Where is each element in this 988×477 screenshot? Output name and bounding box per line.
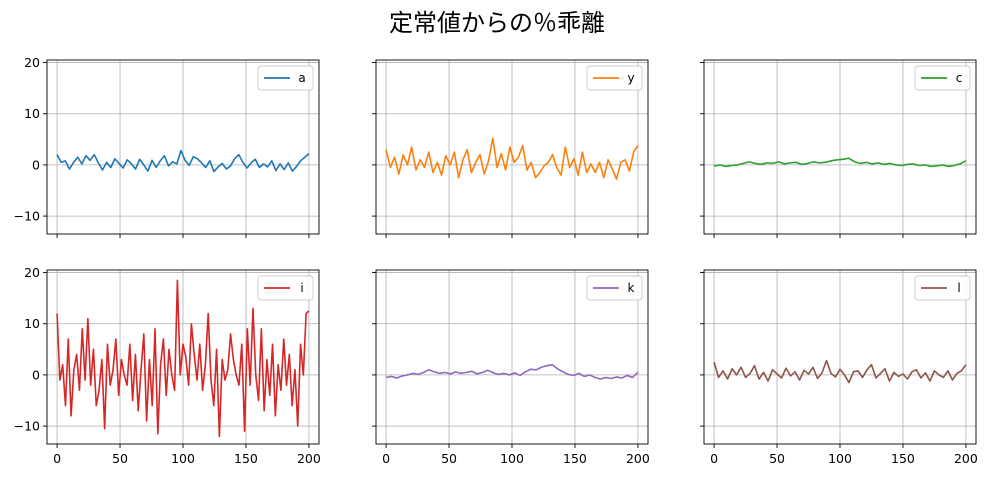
x-tick-label: 50: [769, 451, 785, 466]
series-line-y: [385, 137, 639, 181]
y-tick-label: −10: [14, 419, 40, 434]
y-tick-label: −10: [14, 209, 40, 224]
x-tick-label: 0: [382, 451, 390, 466]
subplot-k: 0 50 100 150 200 k: [372, 269, 650, 466]
legend-label: l: [957, 281, 960, 295]
subplot-i: 0 50 100 150 200 −10 0 10 20 i: [14, 265, 321, 466]
y-tick-label: 0: [32, 367, 40, 382]
subplot-c: c: [700, 59, 977, 238]
series-line-i: [56, 279, 310, 438]
legend-label: c: [956, 71, 963, 85]
x-tick-label: 150: [234, 451, 258, 466]
x-tick-label: 50: [112, 451, 128, 466]
legend-label: a: [298, 71, 305, 85]
x-tick-label: 100: [500, 451, 524, 466]
legend: k: [586, 275, 643, 301]
x-tick-label: 150: [891, 451, 915, 466]
series-line-c: [713, 157, 967, 168]
y-tick-label: 20: [24, 55, 40, 70]
x-tick-label: 100: [828, 451, 852, 466]
y-tick-label: 10: [24, 316, 40, 331]
figure-title: 定常値からの％乖離: [389, 9, 605, 37]
y-tick-label: 0: [32, 157, 40, 172]
y-tick-label: 10: [24, 106, 40, 121]
x-tick-label: 150: [563, 451, 587, 466]
x-tick-label: 0: [710, 451, 718, 466]
legend: c: [914, 65, 971, 91]
x-tick-label: 200: [954, 451, 978, 466]
subplot-y: y: [372, 59, 649, 238]
x-tick-label: 0: [53, 451, 61, 466]
subplot-l: 0 50 100 150 200 l: [700, 269, 978, 466]
subplot-a: −10 0 10 20 a: [14, 55, 320, 238]
x-tick-label: 50: [441, 451, 457, 466]
series-line-l: [713, 359, 967, 384]
x-tick-label: 100: [171, 451, 195, 466]
legend: i: [257, 275, 314, 301]
legend-label: y: [627, 71, 634, 85]
legend-label: i: [300, 281, 303, 295]
series-line-a: [56, 149, 310, 173]
legend: y: [586, 65, 643, 91]
series-line-k: [385, 363, 639, 380]
subplot-grid: −10 0 10 20 a y c 0 50 100 150 200 −10 0 10 20 i 0 50 100 15…: [14, 55, 978, 466]
x-tick-label: 200: [297, 451, 321, 466]
legend: l: [914, 275, 971, 301]
y-tick-label: 20: [24, 265, 40, 280]
x-tick-label: 200: [626, 451, 650, 466]
legend-label: k: [628, 281, 635, 295]
legend: a: [257, 65, 314, 91]
